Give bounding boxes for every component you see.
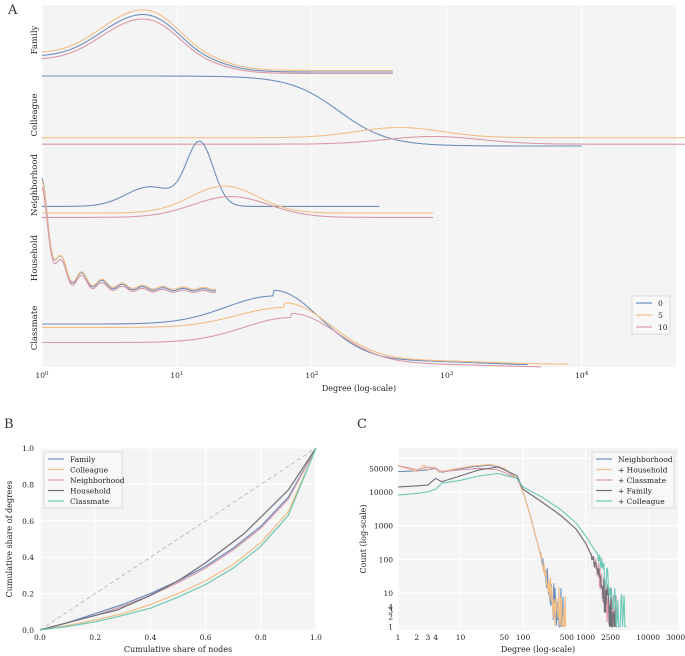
panel-b-y-tick-label: 0.8 — [22, 480, 34, 489]
panel-a-line-colleague-5 — [42, 126, 685, 139]
panel-a-line-colleague-0 — [42, 75, 582, 147]
panel-a-legend-label: 10 — [658, 323, 668, 332]
panel-c-x-tick-label: 3 — [425, 633, 430, 642]
panel-c-x-tick-label: 10 — [456, 633, 466, 642]
panel-c-y-tick-label: 2 — [388, 613, 393, 622]
panel-a-line-classmate-10 — [42, 312, 542, 368]
panel-c-legend-label: + Colleague — [618, 497, 665, 506]
panel-c-y-tick-label: 1 — [388, 623, 393, 632]
panel-a-line-neighborhood-0 — [42, 140, 380, 207]
panel-c-label: C — [357, 417, 367, 432]
panel-c-y-tick-label: 10 — [383, 589, 393, 598]
panel-a-x-tick-label: 103 — [440, 371, 454, 380]
panel-a-row-label: Household — [30, 234, 40, 281]
panel-b-equality-line — [39, 447, 317, 631]
panel-a-x-tick-label: 101 — [170, 371, 183, 380]
panel-a-x-tick-label: 104 — [575, 371, 589, 380]
panel-a-x-tick-label: 100 — [35, 371, 49, 380]
panel-a-x-axis-label: Degree (log-scale) — [322, 384, 396, 393]
panel-c-y-tick-label: 4 — [388, 602, 393, 611]
panel-a-line-household-10 — [41, 186, 217, 293]
panel-c-y-tick-label: 100 — [379, 555, 394, 564]
panel-b-x-tick-label: 0.2 — [89, 633, 101, 642]
panel-c-x-tick-label: 100 — [516, 633, 531, 642]
panel-b-y-tick-label: 0.0 — [22, 626, 34, 635]
panel-a-line-colleague-10 — [42, 135, 685, 145]
panel-a-line-household-5 — [41, 180, 217, 290]
panel-a-plot-area — [42, 5, 676, 367]
panel-b-y-axis-label: Cumulative share of degrees — [5, 481, 14, 598]
panel-b-legend-label: Family — [70, 455, 96, 464]
panel-c-legend-label: + Household — [618, 466, 668, 475]
panel-b-legend-label: Household — [70, 487, 111, 496]
panel-a-legend-label: 5 — [658, 311, 663, 320]
panel-a-row-label: Colleague — [30, 93, 40, 136]
panel-b-line-household — [39, 447, 317, 631]
panel-c-x-tick-label: 1000 — [576, 633, 595, 642]
panel-a-x-tick-label: 102 — [305, 371, 318, 380]
panel-b-legend-label: Colleague — [70, 466, 109, 475]
panel-b-x-tick-label: 0.0 — [34, 633, 46, 642]
panel-a-line-neighborhood-10 — [42, 196, 434, 218]
panel-c-x-tick-label: 30000 — [666, 633, 685, 642]
panel-a-line-household-0 — [41, 177, 217, 292]
panel-b-x-axis-label: Cumulative share of nodes — [124, 645, 232, 654]
panel-a: Family Colleague Neighborhood Household Clas… — [7, 3, 685, 393]
panel-c-legend-label: Neighborhood — [618, 455, 673, 464]
panel-c-line-5 — [397, 472, 627, 628]
panel-c-legend: Neighborhood + Household+ Classmate + Fami… — [591, 451, 675, 509]
panel-a-row-label: Family — [30, 25, 40, 54]
panel-a-row-label: Classmate — [30, 306, 40, 351]
panel-c-y-tick-label: 10000 — [369, 488, 393, 497]
panel-c-x-axis-label: Degree (log-scale) — [501, 645, 575, 654]
panel-a-label: A — [7, 3, 18, 18]
panel-c-x-tick-label: 4 — [433, 633, 438, 642]
panel-b-y-tick-label: 0.4 — [22, 553, 34, 562]
panel-a-line-family-10 — [41, 18, 393, 75]
panel-b-label: B — [4, 417, 14, 432]
panel-b-x-tick-label: 0.4 — [144, 633, 156, 642]
panel-c-y-tick-label: 3 — [388, 607, 393, 616]
panel-a-line-neighborhood-5 — [42, 185, 434, 214]
panel-c-x-tick-label: 2 — [414, 633, 419, 642]
panel-b-y-tick-label: 1.0 — [22, 444, 34, 453]
panel-b-y-tick-label: 0.6 — [22, 517, 34, 526]
panel-c: 1234105010050010002500100003000012341010… — [357, 417, 685, 654]
panel-b-y-tick-label: 0.2 — [22, 590, 34, 599]
panel-a-line-classmate-0 — [42, 289, 528, 366]
panel-b-x-tick-label: 0.6 — [200, 633, 212, 642]
panel-c-line-2 — [397, 463, 567, 627]
panel-c-y-tick-label: 50000 — [369, 464, 393, 473]
panel-a-legend-label: 0 — [658, 299, 663, 308]
panel-c-x-tick-label: 10000 — [636, 633, 660, 642]
panel-a-line-classmate-5 — [42, 302, 569, 365]
panel-b-line-classmate — [39, 447, 317, 631]
panel-a-row-label: Neighborhood — [30, 154, 40, 216]
panel-c-legend-label: + Family — [618, 487, 653, 496]
panel-a-legend: 0 5 10 — [631, 295, 671, 335]
panel-b-x-tick-label: 1.0 — [310, 633, 322, 642]
panel-c-x-tick-label: 1 — [396, 633, 401, 642]
panel-a-line-family-0 — [41, 13, 393, 73]
panel-c-y-tick-label: 1000 — [374, 522, 393, 531]
panel-b-legend-label: Classmate — [70, 497, 110, 506]
panel-c-legend-label: + Classmate — [618, 476, 667, 485]
panel-b-line-colleague — [39, 447, 317, 631]
panel-c-x-tick-label: 2500 — [601, 633, 620, 642]
panel-c-x-tick-label: 50 — [499, 633, 509, 642]
panel-c-x-tick-label: 500 — [560, 633, 575, 642]
panel-c-y-axis-label: Count (log-scale) — [359, 504, 368, 573]
panel-a-line-family-5 — [41, 9, 393, 72]
panel-b-x-tick-label: 0.8 — [255, 633, 267, 642]
panel-b: 0.00.0 0.2 0.2 0.4 0.4 0.6 0.6 0.8 0.8 1.0 1.0 B C… — [4, 417, 322, 654]
panel-b-legend-label: Neighborhood — [70, 476, 125, 485]
